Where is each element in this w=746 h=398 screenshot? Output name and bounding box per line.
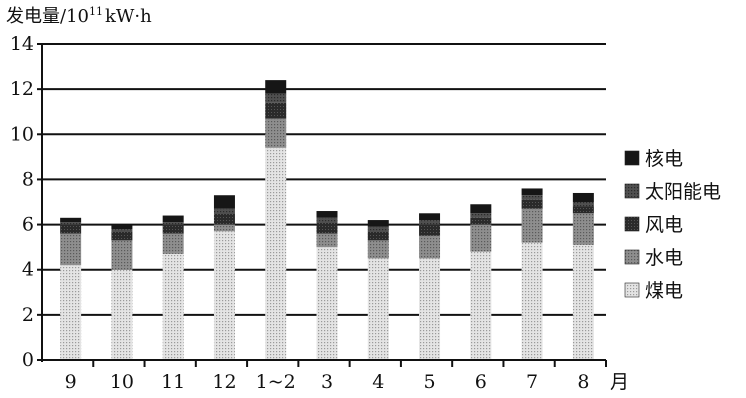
bar-segment (521, 242, 543, 360)
legend-label: 风电 (645, 214, 683, 236)
bar-segment (213, 208, 235, 214)
bar-segment (316, 222, 338, 234)
legend-label: 核电 (645, 148, 683, 170)
bar-segment (470, 251, 492, 360)
bar-segment (213, 224, 235, 232)
bar-segment (265, 80, 287, 94)
x-tick-label: 12 (212, 371, 236, 393)
legend-swatch (624, 282, 640, 298)
bar-segment (316, 211, 338, 218)
bar-segment (572, 206, 594, 214)
legend-label: 太阳能电 (645, 181, 721, 203)
bar-segment (419, 235, 441, 259)
bar-segment (521, 208, 543, 243)
x-tick-label: 9 (65, 371, 77, 393)
bar-segment (367, 226, 389, 232)
y-axis-label: 发电量/1011 kW·h (6, 5, 152, 27)
bar-segment (162, 222, 184, 225)
bar-segment (367, 220, 389, 227)
bar-segment (316, 233, 338, 248)
bar-segment (162, 233, 184, 254)
bar-segment (367, 231, 389, 241)
bar-segment (60, 233, 82, 266)
bar-segment (60, 217, 82, 223)
x-tick-label: 5 (423, 371, 435, 393)
bar-segment (316, 217, 338, 223)
legend-label: 水电 (645, 247, 683, 269)
y-tick-label: 0 (22, 349, 34, 371)
y-tick-label: 12 (10, 78, 34, 100)
bar-segment (316, 247, 338, 360)
bar-segment (111, 224, 133, 230)
y-tick-label: 2 (22, 304, 34, 326)
bar-segment (213, 213, 235, 225)
x-tick-label: 8 (577, 371, 589, 393)
bar-segment (470, 204, 492, 214)
bar-segment (419, 220, 441, 225)
bar-segment (111, 269, 133, 360)
bar-segment (419, 224, 441, 236)
y-tick-label: 10 (10, 123, 34, 145)
bar-segment (213, 195, 235, 209)
bar-segment (111, 231, 133, 241)
bar-segment (521, 188, 543, 196)
bar-segment (470, 213, 492, 218)
x-tick-label: 11 (161, 371, 185, 393)
bar-segment (60, 222, 82, 225)
bar-segment (265, 93, 287, 103)
x-tick-labels: 9 10 11 12 1~2 3 4 5 6 7 8 (65, 360, 607, 393)
y-tick-label: 8 (22, 168, 34, 190)
bar-segment (521, 195, 543, 200)
y-tick-label: 4 (22, 259, 34, 281)
bar-segment (572, 192, 594, 202)
y-tick-label: 6 (22, 214, 34, 236)
bar-segment (470, 224, 492, 252)
bar-segment (572, 244, 594, 360)
bar-segment (60, 224, 82, 234)
bar-segment (265, 102, 287, 119)
bar-segment (60, 265, 82, 360)
bar-segment (470, 217, 492, 225)
bar-segment (367, 258, 389, 360)
bar-segment (572, 202, 594, 207)
legend-swatch (624, 216, 640, 232)
x-tick-label: 10 (110, 371, 134, 393)
x-tick-label: 4 (372, 371, 384, 393)
bar-segment (213, 231, 235, 360)
y-tick-labels: 0 2 4 6 8 10 12 14 (10, 33, 42, 371)
x-axis-label: 月 (610, 371, 629, 393)
legend-swatch (624, 249, 640, 265)
bar-segment (419, 213, 441, 221)
bar-segment (265, 118, 287, 148)
axes (41, 44, 606, 362)
bar-segment (162, 253, 184, 360)
bars (60, 80, 594, 360)
legend-swatch (624, 183, 640, 199)
bar-segment (162, 224, 184, 234)
bar-segment (521, 199, 543, 209)
x-tick-label: 3 (321, 371, 333, 393)
x-tick-label: 6 (475, 371, 487, 393)
bar-segment (111, 240, 133, 270)
bar-segment (367, 240, 389, 259)
bar-segment (419, 258, 441, 360)
bar-segment (162, 215, 184, 223)
bar-segment (572, 213, 594, 245)
x-tick-label: 7 (526, 371, 538, 393)
legend-swatch (624, 150, 640, 166)
x-tick-label: 1~2 (256, 371, 296, 393)
legend-label: 煤电 (645, 280, 683, 302)
y-tick-label: 14 (10, 33, 34, 55)
bar-segment (111, 229, 133, 232)
bar-segment (265, 147, 287, 360)
